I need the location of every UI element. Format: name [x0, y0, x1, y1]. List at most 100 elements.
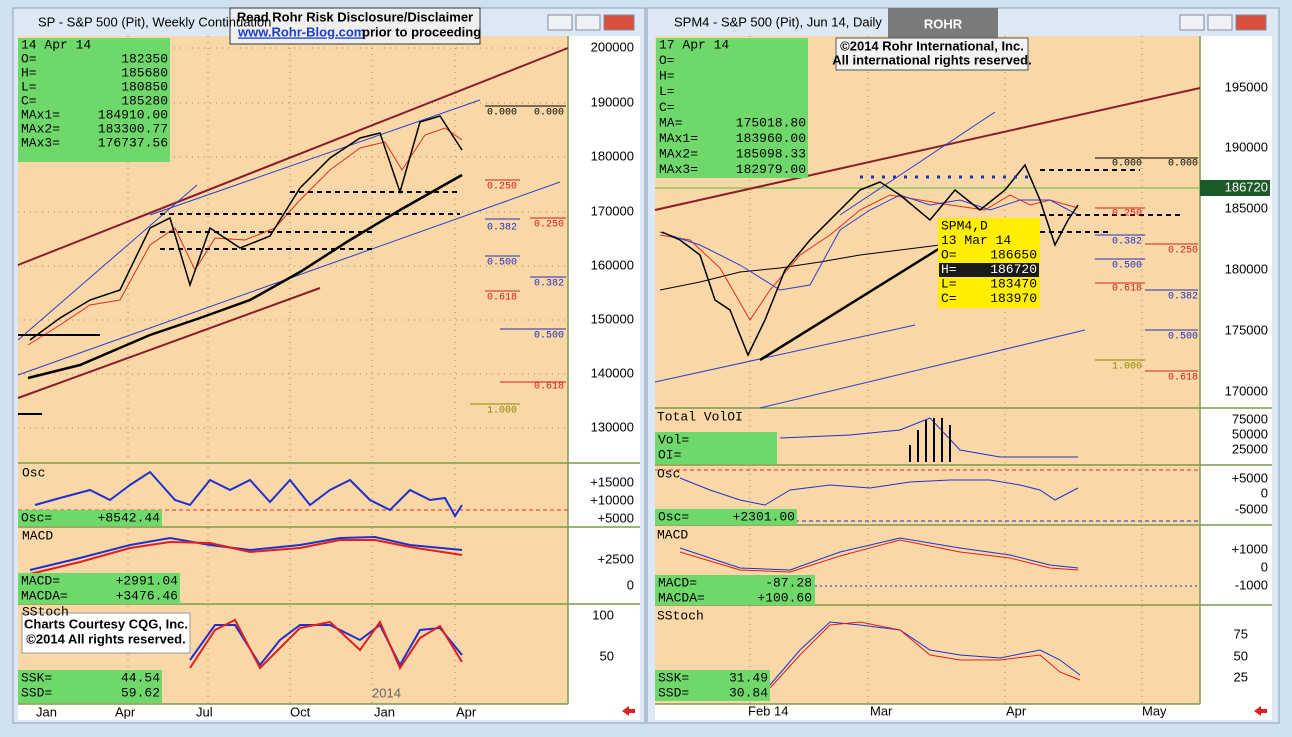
info-value: 185280 — [121, 93, 168, 108]
copyright: ©2014 Rohr International, Inc. — [840, 38, 1024, 53]
info-value: 182350 — [121, 51, 168, 66]
logo-box — [888, 8, 998, 40]
price-axis-label: 190000 — [591, 94, 634, 109]
copyright-box — [835, 37, 1029, 71]
sstoch-axis-label: 75 — [1234, 626, 1248, 641]
osc-axis-label: +15000 — [590, 474, 634, 489]
panel-title: Total VolOI — [657, 409, 743, 424]
x-axis-label: Mar — [870, 703, 893, 718]
fib-label: 0.618 — [487, 293, 517, 304]
macd-axis-label: -1000 — [1235, 577, 1268, 592]
info-key: C= — [659, 100, 675, 115]
price-axis-label: 175000 — [1225, 322, 1268, 337]
osc-value: +8542.44 — [98, 510, 161, 525]
macd-axis-label: 0 — [627, 577, 634, 592]
info-key: MAx3= — [659, 162, 698, 177]
macd-value: -87.28 — [765, 575, 812, 590]
tooltip-value: 183470 — [990, 276, 1037, 291]
x-axis-label: Jan — [36, 704, 57, 719]
x-axis-label: Apr — [456, 704, 477, 719]
fib-label: 0.382 — [1168, 292, 1198, 303]
price-axis-label: 185000 — [1225, 200, 1268, 215]
osc-axis-label: +5000 — [1231, 470, 1268, 485]
price-axis-label: 180000 — [591, 148, 634, 163]
macd-axis-label: +2500 — [597, 551, 634, 566]
tooltip-key: SPM4,D — [941, 218, 988, 233]
banner-link[interactable]: www.Rohr-Blog.com — [237, 24, 365, 39]
price-axis-label: 140000 — [591, 365, 634, 380]
banner-box — [229, 7, 481, 45]
info-value: 185098.33 — [736, 147, 806, 162]
tooltip-key: L= — [941, 276, 957, 291]
sstoch-value: 59.62 — [121, 685, 160, 700]
osc-axis-label: -5000 — [1235, 501, 1268, 516]
tooltip-key: 13 Mar 14 — [941, 233, 1011, 248]
info-key: O= — [659, 53, 675, 68]
volume-axis-label: 25000 — [1232, 441, 1268, 456]
price-axis-label: 180000 — [1225, 261, 1268, 276]
panel-title: SStoch — [22, 604, 69, 619]
fib-label: 0.000 — [487, 108, 517, 119]
fib-label: 1.000 — [487, 406, 517, 417]
panel-title: Osc — [657, 466, 680, 481]
price-axis-label: 170000 — [591, 203, 634, 218]
info-key: H= — [21, 65, 37, 80]
info-key: MAx1= — [21, 107, 60, 122]
price-axis-label: 195000 — [1225, 79, 1268, 94]
price-axis-label: 150000 — [591, 311, 634, 326]
copyright: All international rights reserved. — [832, 52, 1031, 67]
osc-value: +2301.00 — [733, 509, 795, 524]
info-key: MAx1= — [659, 131, 698, 146]
sstoch-axis-label: 50 — [1234, 648, 1248, 663]
fib-label: 0.000 — [534, 108, 564, 119]
fib-label: 0.250 — [1168, 246, 1198, 257]
left-window — [12, 7, 646, 724]
fib-label: 0.618 — [1112, 284, 1142, 295]
info-key: MAx2= — [21, 121, 60, 136]
x-axis-label: Oct — [290, 704, 311, 719]
tooltip-value: 183970 — [990, 291, 1037, 306]
sstoch-axis-label: 100 — [592, 607, 614, 622]
window-buttons[interactable] — [547, 14, 635, 31]
info-key: H= — [659, 69, 675, 84]
fib-label: 0.382 — [1112, 237, 1142, 248]
info-key: MAx2= — [659, 147, 698, 162]
tooltip-key: H= — [941, 262, 957, 277]
osc-key: Osc= — [658, 509, 689, 524]
info-value: 175018.80 — [736, 115, 806, 130]
fib-label: 0.000 — [1168, 159, 1198, 170]
info-key: L= — [659, 84, 675, 99]
info-value: 180850 — [121, 79, 168, 94]
info-key: MA= — [659, 115, 683, 130]
info-key: C= — [21, 93, 37, 108]
sstoch-axis-label: 50 — [600, 648, 614, 663]
tooltip-value: 186720 — [990, 262, 1037, 277]
macd-key: MACDA= — [21, 588, 68, 603]
info-key: O= — [21, 51, 37, 66]
window-buttons[interactable] — [1179, 14, 1267, 31]
info-key: L= — [21, 79, 37, 94]
macd-axis-label: +1000 — [1231, 541, 1268, 556]
fib-label: 0.500 — [487, 258, 517, 269]
window-title: SP - S&P 500 (Pit), Weekly Continuation — [38, 14, 271, 29]
tooltip-key: O= — [941, 247, 957, 262]
x-axis-label: Apr — [1006, 703, 1027, 718]
x-axis-label: Jul — [196, 704, 213, 719]
panel-title: MACD — [657, 527, 688, 542]
sstoch-value: 44.54 — [121, 670, 160, 685]
osc-axis-label: +5000 — [597, 510, 634, 525]
fib-label: 0.500 — [1168, 332, 1198, 343]
info-value: 176737.56 — [98, 135, 168, 150]
osc-axis-label: 0 — [1261, 485, 1268, 500]
volume-axis-label: 50000 — [1232, 426, 1268, 441]
window-title: SPM4 - S&P 500 (Pit), Jun 14, Daily — [674, 14, 882, 29]
info-value: 182979.00 — [736, 162, 806, 177]
sstoch-value: 30.84 — [729, 685, 768, 700]
fib-label: 0.618 — [1168, 373, 1198, 384]
sstoch-value: 31.49 — [729, 670, 768, 685]
volume-key: Vol= — [658, 432, 689, 447]
fib-label: 0.500 — [1112, 261, 1142, 272]
fib-label: 0.250 — [1112, 209, 1142, 220]
sstoch-axis-label: 25 — [1234, 669, 1248, 684]
